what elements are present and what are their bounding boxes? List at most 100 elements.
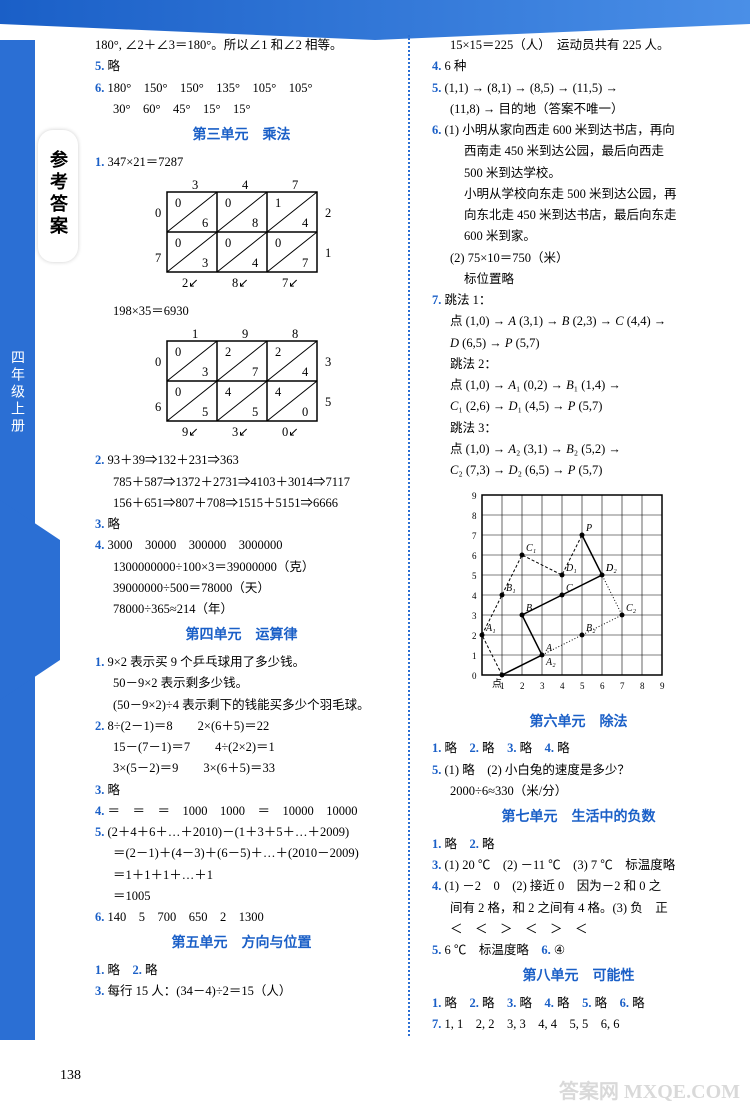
answer-line: 7. 跳法 1：: [432, 290, 725, 311]
answer-line: 4. 3000 30000 300000 3000000: [95, 535, 388, 556]
answer-text: 略: [482, 837, 495, 851]
svg-text:1: 1: [325, 246, 331, 260]
svg-text:2: 2: [520, 681, 525, 691]
svg-text:0: 0: [472, 671, 477, 681]
answer-cont: C₂ (7,3) → D₂ (6,5) → P (5,7): [432, 460, 725, 481]
svg-text:7: 7: [620, 681, 625, 691]
svg-text:D₁: D₁: [565, 563, 577, 574]
svg-text:1: 1: [500, 681, 505, 691]
svg-text:3: 3: [202, 365, 208, 379]
answer-line: 5. 6 ℃ 标温度略 6. ④: [432, 940, 725, 961]
svg-text:9: 9: [660, 681, 665, 691]
answer-text: 180° 150° 150° 135° 105° 105°: [108, 81, 313, 95]
answer-cont: C₁ (2,6) → D₁ (4,5) → P (5,7): [432, 396, 725, 417]
svg-text:B: B: [526, 603, 532, 614]
svg-text:A₁: A₁: [485, 623, 496, 634]
answer-line: 3. 略: [95, 514, 388, 535]
answer-cont: 785＋587⇒1372＋2731⇒4103＋3014⇒7117: [95, 472, 388, 493]
svg-text:5: 5: [580, 681, 585, 691]
answer-text: 8÷(2－1)＝8 2×(6＋5)＝22: [108, 719, 270, 733]
answer-line: 7. 1, 1 2, 2 3, 3 4, 4 5, 5 6, 6: [432, 1014, 725, 1035]
text-line: 180°, ∠2＋∠3＝180°。所以∠1 和∠2 相等。: [95, 35, 388, 56]
svg-text:3: 3: [325, 355, 331, 369]
svg-text:3: 3: [472, 611, 477, 621]
svg-text:0: 0: [225, 196, 231, 210]
svg-text:8: 8: [472, 511, 477, 521]
answer-text: 6 ℃ 标温度略: [445, 943, 529, 957]
unit-title: 第五单元 方向与位置: [95, 932, 388, 956]
answer-cont: 600 米到家。: [432, 226, 725, 247]
answer-text: 略: [108, 59, 121, 73]
answer-cont: 156＋651⇒807＋708⇒1515＋5151⇒6666: [95, 493, 388, 514]
svg-text:5: 5: [325, 395, 331, 409]
svg-text:6: 6: [202, 216, 208, 230]
page-number: 138: [60, 1068, 81, 1084]
side-title-pill: 参考答案: [38, 130, 78, 262]
svg-text:B₁: B₁: [506, 583, 516, 594]
svg-text:7: 7: [155, 251, 161, 265]
answer-text: (1) 略 (2) 小白兔的速度是多少？: [445, 763, 630, 777]
svg-text:4: 4: [242, 178, 249, 192]
answer-text: 略: [108, 963, 121, 977]
svg-text:9: 9: [242, 327, 248, 341]
answer-text: 略: [520, 741, 533, 755]
answer-line: 3. 每行 15 人：(34－4)÷2＝15（人）: [95, 981, 388, 1002]
answer-text: 略: [482, 741, 495, 755]
answer-line: 4. ＝ ＝ ＝ 1000 1000 ＝ 10000 10000: [95, 801, 388, 822]
answer-cont: (2) 75×10＝750（米）: [432, 248, 725, 269]
answer-text: 93＋39⇒132＋231⇒363: [108, 453, 239, 467]
answer-text: 略: [557, 741, 570, 755]
svg-text:0: 0: [302, 405, 308, 419]
svg-text:7: 7: [472, 531, 477, 541]
svg-text:6: 6: [155, 400, 161, 414]
svg-text:1: 1: [192, 327, 198, 341]
svg-text:5: 5: [202, 405, 208, 419]
svg-text:8↙: 8↙: [232, 276, 249, 290]
answer-cont: 500 米到达学校。: [432, 163, 725, 184]
answer-line: 1. 略 2. 略: [432, 834, 725, 855]
svg-text:3: 3: [540, 681, 545, 691]
svg-text:6: 6: [600, 681, 605, 691]
lattice-diagram-1: 347 21 06 08 14 03 04 07 07 2↙8↙7↙: [132, 177, 352, 297]
svg-text:C₁: C₁: [526, 543, 536, 554]
svg-text:4: 4: [560, 681, 565, 691]
answer-text: (1) －2 0 (2) 接近 0 因为－2 和 0 之: [445, 879, 662, 893]
answer-text: 6 种: [445, 59, 467, 73]
answer-line: 1. 略 2. 略: [95, 960, 388, 981]
svg-text:0: 0: [155, 206, 161, 220]
svg-text:0: 0: [175, 345, 181, 359]
right-column: 15×15＝225（人） 运动员共有 225 人。 4. 6 种 5. (1,1…: [432, 35, 725, 1036]
answer-cont: 78000÷365≈214（年）: [95, 599, 388, 620]
unit-title: 第七单元 生活中的负数: [432, 806, 725, 830]
svg-text:C₂: C₂: [626, 603, 637, 614]
svg-text:6: 6: [472, 551, 477, 561]
svg-text:9: 9: [472, 491, 477, 501]
answer-text: ④: [554, 943, 565, 957]
answer-line: 2. 93＋39⇒132＋231⇒363: [95, 450, 388, 471]
answer-cont: ＝(2－1)＋(4－3)＋(6－5)＋…＋(2010－2009): [95, 843, 388, 864]
answer-text: 140 5 700 650 2 1300: [108, 910, 264, 924]
svg-text:2: 2: [325, 206, 331, 220]
answer-text: 略: [108, 517, 121, 531]
lattice-diagram-2: 198 35 03 27 24 05 45 40 06 9↙3↙0↙: [132, 326, 352, 446]
svg-text:0: 0: [175, 385, 181, 399]
svg-text:A: A: [545, 643, 553, 654]
answer-cont: ＝1＋1＋1＋…＋1: [95, 865, 388, 886]
svg-text:2: 2: [275, 345, 281, 359]
answer-cont: 15－(7－1)＝7 4÷(2×2)＝1: [95, 737, 388, 758]
answer-cont: 39000000÷500＝78000（天）: [95, 578, 388, 599]
answer-line: 5. (2＋4＋6＋…＋2010)－(1＋3＋5＋…＋2009): [95, 822, 388, 843]
answer-cont: (11,8) → 目的地（答案不唯一）: [432, 99, 725, 120]
watermark: 答案网 MXQE.COM: [559, 1075, 740, 1104]
svg-text:0: 0: [175, 236, 181, 250]
answer-text: 3000 30000 300000 3000000: [108, 538, 283, 552]
answer-text: (1) 小明从家向西走 600 米到达书店，再向: [445, 123, 675, 137]
answer-text: 跳法 1：: [445, 293, 492, 307]
svg-text:0: 0: [225, 236, 231, 250]
svg-text:P: P: [585, 523, 592, 534]
svg-text:2↙: 2↙: [182, 276, 199, 290]
svg-text:5: 5: [472, 571, 477, 581]
svg-text:3: 3: [202, 256, 208, 270]
answer-text: (1) 20 ℃ (2) －11 ℃ (3) 7 ℃ 标温度略: [445, 858, 676, 872]
answer-line: 3. (1) 20 ℃ (2) －11 ℃ (3) 7 ℃ 标温度略: [432, 855, 725, 876]
